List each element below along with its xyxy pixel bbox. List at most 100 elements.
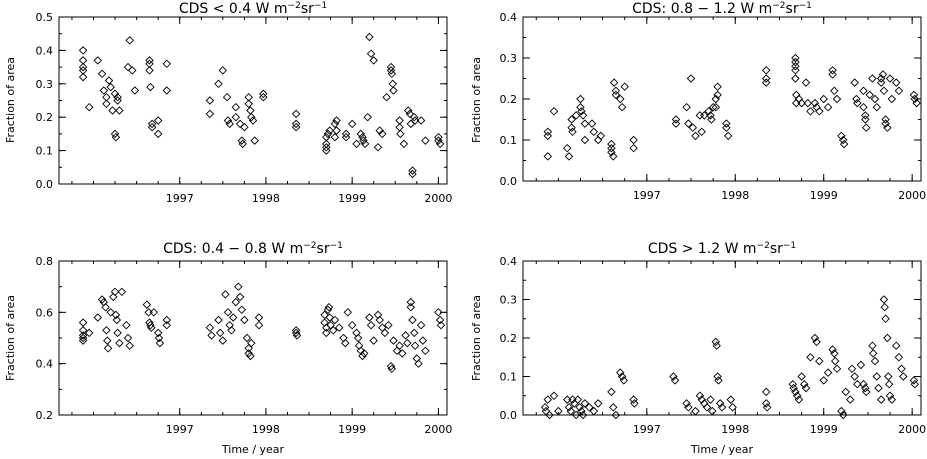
data-point xyxy=(823,368,833,377)
x-tick-label: 2000 xyxy=(424,192,452,205)
data-point xyxy=(97,69,107,79)
data-point xyxy=(856,360,866,370)
data-point xyxy=(122,320,131,330)
data-point xyxy=(883,123,892,132)
data-point xyxy=(384,320,393,330)
data-point xyxy=(859,102,868,112)
x-tick-label: 1999 xyxy=(810,423,838,436)
x-tick-label: 1998 xyxy=(721,189,749,202)
data-point xyxy=(830,356,840,366)
data-point xyxy=(881,314,890,324)
data-point xyxy=(123,62,133,72)
data-point xyxy=(214,315,223,325)
data-point xyxy=(712,341,721,350)
data-point xyxy=(330,119,340,129)
data-point xyxy=(380,328,390,338)
data-point xyxy=(104,76,114,85)
data-point xyxy=(405,109,415,119)
data-point xyxy=(434,308,443,317)
data-point xyxy=(828,70,837,79)
data-point xyxy=(828,345,837,354)
x-tick-label: 1997 xyxy=(633,423,661,436)
data-point xyxy=(815,356,824,366)
data-point xyxy=(248,116,258,125)
data-point xyxy=(697,395,706,404)
data-point xyxy=(162,86,172,95)
data-point xyxy=(323,129,333,139)
data-point xyxy=(353,333,363,343)
data-point xyxy=(149,308,159,317)
data-point xyxy=(254,320,264,330)
data-point xyxy=(145,66,154,75)
data-point xyxy=(861,111,870,120)
y-tick-label: 0.8 xyxy=(36,255,54,268)
data-point xyxy=(878,70,888,79)
data-point xyxy=(399,139,409,149)
data-point xyxy=(684,403,693,412)
chart-title: CDS: 0.4 − 0.8 W m−2sr−1 xyxy=(163,241,343,257)
data-point xyxy=(93,56,103,65)
data-point xyxy=(838,410,848,420)
data-point xyxy=(347,320,357,330)
data-point xyxy=(859,379,868,389)
data-point xyxy=(706,395,715,404)
data-point xyxy=(395,341,404,350)
y-tick-label: 0.0 xyxy=(500,175,518,188)
x-tick-label: 1998 xyxy=(252,423,280,436)
data-point xyxy=(543,131,553,141)
data-point xyxy=(812,337,821,347)
data-point xyxy=(801,78,811,87)
data-point xyxy=(852,94,861,104)
data-point xyxy=(881,115,890,124)
data-point xyxy=(113,92,122,102)
data-point xyxy=(78,318,88,327)
data-point xyxy=(723,131,733,141)
data-point xyxy=(704,107,713,116)
data-point xyxy=(761,74,771,83)
data-point xyxy=(387,69,397,79)
data-point xyxy=(78,331,88,340)
data-point xyxy=(205,323,215,332)
data-point xyxy=(566,406,576,416)
data-point xyxy=(801,383,811,393)
data-point xyxy=(292,331,302,340)
data-point xyxy=(830,86,839,96)
data-point xyxy=(418,336,428,345)
data-point xyxy=(715,399,725,408)
y-axis-label: Fraction of area xyxy=(470,57,483,143)
data-point xyxy=(102,99,111,109)
data-point xyxy=(162,315,172,325)
data-point xyxy=(240,315,249,325)
data-point xyxy=(616,94,625,104)
data-point xyxy=(322,143,331,152)
data-point xyxy=(810,333,820,343)
data-point xyxy=(797,372,806,381)
data-point xyxy=(545,410,554,420)
x-tick-label: 2000 xyxy=(898,189,926,202)
data-point xyxy=(237,136,247,145)
y-tick-label: 0.6 xyxy=(36,306,54,319)
data-point xyxy=(578,410,588,420)
data-point xyxy=(575,403,584,412)
data-point xyxy=(839,139,849,149)
data-point xyxy=(850,372,859,381)
data-point xyxy=(218,66,228,75)
data-point xyxy=(207,331,216,340)
data-point xyxy=(909,90,919,100)
data-point xyxy=(883,333,892,343)
data-point xyxy=(707,115,716,124)
data-point xyxy=(608,403,618,412)
data-point xyxy=(580,119,590,128)
data-point xyxy=(872,372,882,381)
y-tick-label: 0.2 xyxy=(36,409,54,422)
data-point xyxy=(341,129,351,139)
data-point xyxy=(106,82,115,92)
data-point xyxy=(365,313,374,322)
data-point xyxy=(291,328,301,338)
data-point xyxy=(876,395,886,404)
data-point xyxy=(223,116,233,125)
data-point xyxy=(78,336,88,345)
y-axis-label: Fraction of area xyxy=(4,57,17,143)
data-point xyxy=(670,376,680,385)
data-point xyxy=(629,395,638,404)
